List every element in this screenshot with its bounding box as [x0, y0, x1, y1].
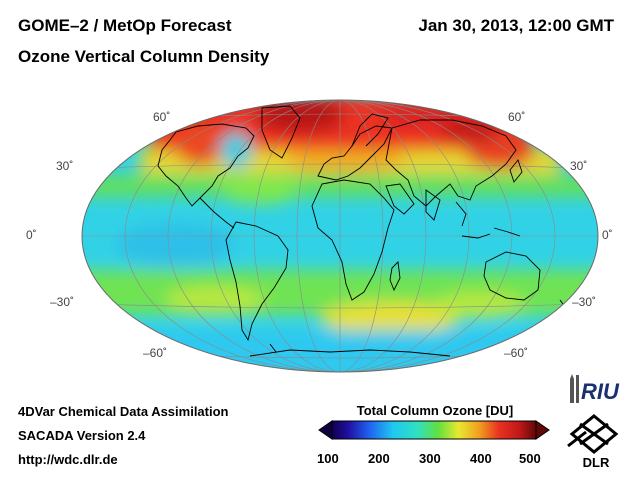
colorbar-tick-300: 300 [419, 451, 441, 466]
colorbar-max-arrow [535, 420, 550, 440]
lat-label-s30-left: –30˚ [50, 295, 75, 309]
forecast-datetime: Jan 30, 2013, 12:00 GMT [418, 16, 614, 35]
lat-label-eq-right: 0˚ [602, 228, 613, 242]
ozone-field [82, 100, 598, 372]
colorbar-tick-200: 200 [368, 451, 390, 466]
lat-label-eq-left: 0˚ [26, 228, 37, 242]
globe-outline [81, 99, 599, 373]
colorbar-gradient [331, 420, 537, 440]
colorbar-tick-500: 500 [519, 451, 541, 466]
riu-logo-text: RIU [581, 379, 620, 404]
colorbar-title: Total Column Ozone [DU] [356, 403, 514, 418]
riu-tower-icon [570, 374, 579, 403]
colorbar-tick-400: 400 [470, 451, 492, 466]
lat-label-s60-left: –60˚ [143, 346, 168, 360]
title-line-1: GOME–2 / MetOp Forecast [18, 16, 232, 35]
colorbar-min-arrow [318, 420, 333, 440]
dlr-logo-text: DLR [583, 455, 610, 470]
lat-label-n30-left: 30˚ [56, 159, 74, 173]
dlr-emblem-icon [567, 414, 619, 454]
lat-label-n60-right: 60˚ [508, 110, 526, 124]
footer-url-link[interactable]: http://wdc.dlr.de [18, 452, 118, 467]
lat-label-s60-right: –60˚ [504, 346, 529, 360]
lat-label-n60-left: 60˚ [153, 110, 171, 124]
dlr-logo: DLR [567, 414, 619, 470]
colorbar-tick-100: 100 [317, 451, 339, 466]
colorbar [318, 420, 550, 440]
lat-label-s30-right: –30˚ [572, 295, 597, 309]
title-line-2: Ozone Vertical Column Density [18, 47, 270, 66]
footer-line-1: 4DVar Chemical Data Assimilation [18, 404, 229, 419]
lat-label-n30-right: 30˚ [570, 159, 588, 173]
coastlines [157, 105, 567, 357]
riu-logo: RIU [570, 374, 620, 404]
footer-line-2: SACADA Version 2.4 [18, 428, 146, 443]
